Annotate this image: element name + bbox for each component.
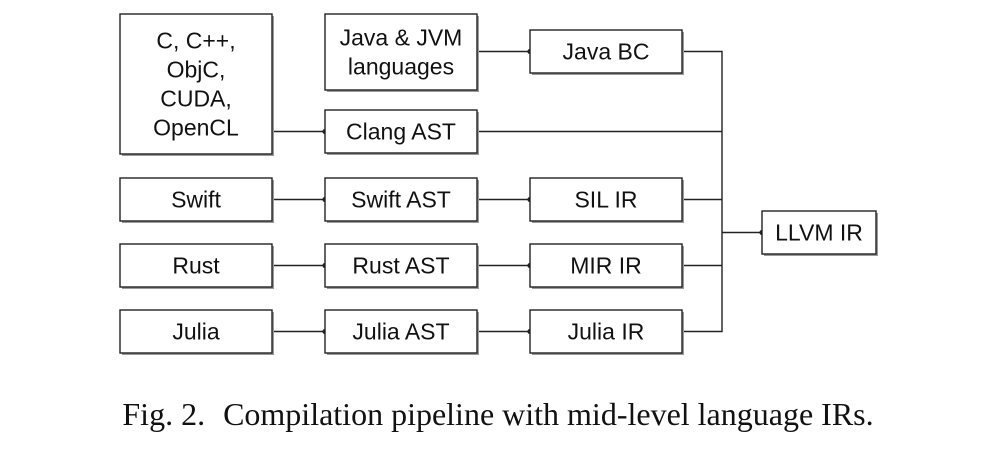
node-label: OpenCL [153,115,239,141]
node-box [529,309,683,354]
node-clang-ast: Clang AST [324,109,479,155]
edge-bus-main [682,50,723,333]
caption-text: Compilation pipeline with mid-level lang… [223,396,874,432]
node-label: MIR IR [570,253,642,279]
node-label: Julia IR [568,319,645,345]
node-box [324,13,478,91]
node-label: ObjC, [167,57,226,83]
node-box [119,13,273,155]
node-rust: Rust [119,243,274,289]
node-label: Julia AST [352,319,449,345]
node-julia: Julia [119,309,274,355]
node-julia-ast: Julia AST [324,309,479,355]
node-box [324,309,478,354]
node-mir-ir: MIR IR [529,243,684,289]
figure-caption: Fig. 2. Compilation pipeline with mid-lev… [0,396,996,433]
node-box [324,243,478,288]
node-box [119,309,273,354]
node-java-langs: Java & JVM languages [324,13,479,92]
node-label: Swift AST [351,187,451,213]
node-label: Clang AST [346,119,456,145]
node-label: CUDA, [160,86,232,112]
node-label: Java & JVM [340,25,463,51]
node-llvm-ir: LLVM IR [761,210,878,256]
diagram-boxes: C, C++, ObjC, CUDA, OpenCL Java & JVM languag… [119,13,878,355]
node-java-bc: Java BC [529,29,684,75]
node-label: Rust AST [352,253,449,279]
node-julia-ir: Julia IR [529,309,684,355]
caption-label: Fig. 2. [122,396,206,432]
node-label: languages [348,54,454,80]
node-label: Rust [172,253,220,279]
node-label: SIL IR [574,187,637,213]
node-box [119,177,273,222]
node-box [324,109,478,154]
node-box [529,29,683,74]
node-label: Julia [172,319,220,345]
node-box [324,177,478,222]
node-rust-ast: Rust AST [324,243,479,289]
node-label: Java BC [563,39,650,65]
node-swift: Swift [119,177,274,223]
node-box [761,210,877,255]
node-sil-ir: SIL IR [529,177,684,223]
node-label: Swift [171,187,221,213]
node-box [119,243,273,288]
node-swift-ast: Swift AST [324,177,479,223]
node-label: LLVM IR [775,220,863,246]
node-label: C, C++, [156,28,235,54]
node-box [529,243,683,288]
node-c-family: C, C++, ObjC, CUDA, OpenCL [119,13,274,156]
node-box [529,177,683,222]
